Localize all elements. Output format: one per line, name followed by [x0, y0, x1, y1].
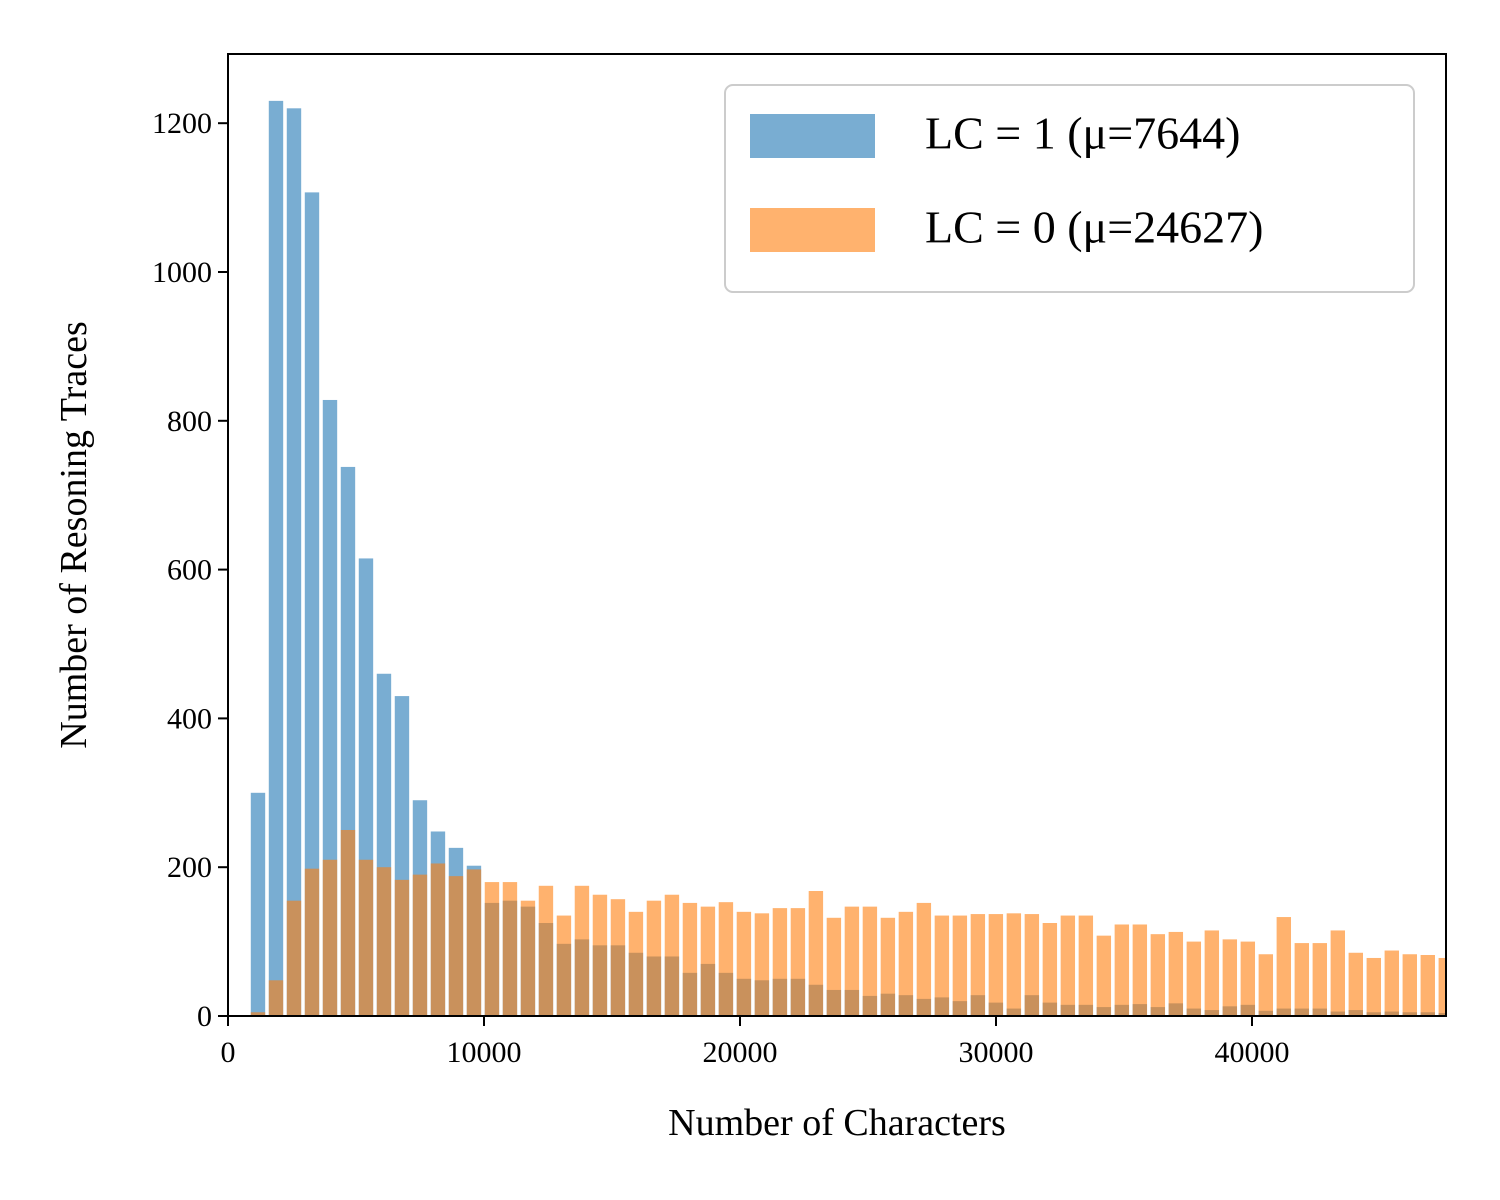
bar [1276, 917, 1292, 1016]
y-tick-label: 1000 [152, 256, 212, 289]
bar [988, 914, 1004, 1016]
bar [808, 891, 824, 1016]
bar [736, 911, 752, 1016]
bar [1258, 954, 1274, 1016]
bar [1330, 930, 1345, 1016]
bar [304, 192, 320, 1016]
bar [502, 882, 518, 1016]
bar [844, 906, 860, 1016]
legend-swatch [750, 208, 875, 252]
bar [322, 859, 338, 1016]
bar [358, 859, 374, 1016]
bar [466, 869, 482, 1016]
y-tick-label: 800 [167, 405, 212, 438]
legend-label: LC = 1 (μ=7644) [925, 108, 1240, 159]
bar [340, 829, 356, 1016]
bar [430, 863, 446, 1016]
bar [1366, 957, 1381, 1016]
bar [1402, 954, 1417, 1016]
x-tick-label: 20000 [703, 1036, 778, 1069]
y-tick-label: 1200 [152, 107, 212, 140]
bar [862, 906, 878, 1016]
plot-area [250, 100, 1446, 1016]
bar [934, 915, 950, 1016]
bar [1240, 941, 1256, 1016]
bar [772, 908, 788, 1016]
bar [574, 885, 590, 1016]
bar [412, 874, 428, 1016]
bar [286, 900, 302, 1016]
bar [1060, 915, 1076, 1016]
bar [1222, 939, 1238, 1016]
y-tick-label: 200 [167, 851, 212, 884]
x-tick-label: 30000 [959, 1036, 1034, 1069]
bar [1042, 922, 1058, 1016]
bar [520, 900, 536, 1016]
bar [1384, 950, 1399, 1016]
bar [898, 911, 914, 1016]
bar [1438, 957, 1446, 1016]
bar [628, 911, 644, 1016]
bar [664, 894, 680, 1016]
bar [250, 1012, 266, 1016]
bar [1204, 930, 1220, 1016]
bar [916, 902, 932, 1016]
bar [448, 876, 464, 1016]
bar [790, 908, 806, 1016]
legend-swatch [750, 114, 875, 158]
bar [718, 902, 734, 1016]
bar [304, 868, 320, 1016]
x-tick-label: 10000 [447, 1036, 522, 1069]
bar [1312, 943, 1328, 1016]
bar [1150, 934, 1166, 1016]
x-tick-label: 0 [221, 1036, 236, 1069]
bar [700, 906, 716, 1016]
bar [1078, 915, 1094, 1016]
bar [394, 879, 410, 1016]
bar [268, 100, 284, 1016]
x-tick-label: 40000 [1215, 1036, 1290, 1069]
bar [880, 917, 896, 1016]
y-tick-label: 0 [197, 1000, 212, 1033]
axes-frame [227, 53, 1447, 1017]
bar [1168, 931, 1184, 1016]
bar [376, 867, 392, 1016]
bar [1024, 914, 1040, 1016]
bar [268, 980, 284, 1016]
bar [952, 915, 968, 1016]
bar [556, 915, 572, 1016]
bar [646, 900, 662, 1016]
bar [1186, 941, 1202, 1016]
bar [970, 914, 986, 1016]
bar [754, 913, 770, 1016]
bar [1294, 943, 1310, 1016]
y-axis-label: Number of Resoning Traces [53, 321, 95, 748]
bar [682, 902, 698, 1016]
x-axis-label: Number of Characters [668, 1102, 1006, 1144]
bar [286, 108, 302, 1016]
bar [538, 885, 554, 1016]
bar [826, 917, 842, 1016]
bar [1348, 952, 1363, 1016]
legend-label: LC = 0 (μ=24627) [925, 202, 1263, 253]
y-tick-label: 400 [167, 702, 212, 735]
bar [1114, 924, 1130, 1016]
bar [1420, 954, 1435, 1016]
bar [484, 882, 500, 1016]
y-tick-label: 600 [167, 554, 212, 587]
bar [1132, 924, 1148, 1016]
bar [250, 792, 266, 1016]
bar [592, 894, 608, 1016]
bar [1006, 913, 1022, 1016]
legend-box [724, 84, 1415, 293]
bar [610, 899, 626, 1016]
bar [1096, 935, 1112, 1016]
